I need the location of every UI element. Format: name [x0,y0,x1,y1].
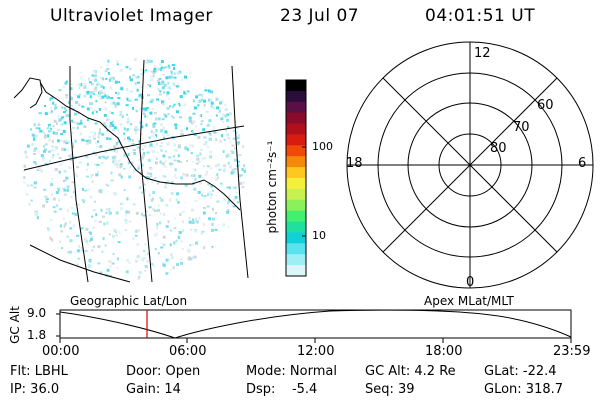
colorbar-tick-10: 10 [312,229,326,242]
altitude-xtick: 23:59 [553,344,591,359]
altitude-xtick: 12:00 [297,344,335,359]
colorbar-band [286,80,306,92]
colorbar-band [286,254,306,266]
colorbar [285,79,307,277]
altitude-curve [59,309,572,339]
colorbar-band [286,199,306,212]
lat-label-70: 70 [513,120,530,135]
param-ip: IP: 36.0 [10,382,60,397]
colorbar-band [286,112,306,125]
colorbar-tick-100: 100 [312,140,333,153]
mlt-label-12: 12 [474,46,491,61]
altitude-ytick-low: 1.8 [27,328,47,342]
param-glat: GLat: -22.4 [484,364,557,379]
mlt-label-6: 6 [578,156,587,171]
colorbar-band [286,134,306,146]
param-filter: Flt: LBHL [10,364,68,379]
mlt-label-0: 0 [466,275,475,290]
left-panel-caption: Geographic Lat/Lon [70,294,188,308]
graticule-line [23,125,245,171]
param-glon: GLon: 318.7 [484,382,564,397]
graticule-line [231,65,249,279]
colorbar-band [286,156,306,168]
colorbar-band [286,232,306,244]
lat-label-80: 80 [490,141,507,156]
uv-emission-speckles [22,58,246,280]
colorbar-band [286,167,306,179]
colorbar-band [286,123,306,136]
param-seq: Seq: 39 [365,382,415,397]
colorbar-band [286,243,306,255]
param-gc-alt: GC Alt: 4.2 Re [365,364,456,379]
colorbar-band [286,178,306,190]
altitude-ytick-high: 9.0 [27,306,47,320]
date-label: 23 Jul 07 [280,6,360,26]
colorbar-band [286,101,306,114]
param-dsp: Dsp: -5.4 [246,382,318,397]
altitude-plot [56,309,572,343]
param-gain: Gain: 14 [126,382,181,397]
altitude-xtick: 00:00 [42,344,80,359]
altitude-xtick: 18:00 [425,344,463,359]
colorbar-band [286,265,306,277]
colorbar-band [286,188,306,201]
right-panel-caption: Apex MLat/MLT [424,294,514,308]
polar-grid [346,41,594,289]
param-mode: Mode: Normal [246,364,337,379]
colorbar-band [286,210,306,223]
colorbar-band [286,145,306,157]
time-label: 04:01:51 UT [425,6,536,26]
graticule-line [69,66,89,283]
mlt-label-18: 18 [346,156,363,171]
instrument-title: Ultraviolet Imager [50,6,213,26]
geographic-image [13,58,249,283]
param-door: Door: Open [126,364,201,379]
graticule-line [139,59,153,283]
altitude-xtick: 06:00 [169,344,207,359]
colorbar-unit-label: photon cm⁻²s⁻¹ [265,140,279,234]
graticule-line [29,244,131,283]
lat-label-60: 60 [537,98,554,113]
altitude-ylabel: GC Alt [7,306,22,344]
colorbar-band [286,90,306,103]
colorbar-band [286,221,306,234]
